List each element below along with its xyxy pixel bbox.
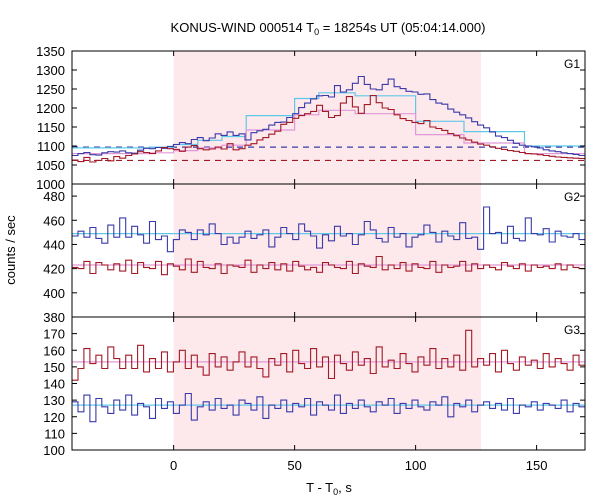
y-tick-label: 120 [43,410,65,425]
panel-label: G1 [564,57,580,71]
y-tick-label: 1150 [37,120,65,135]
series-line-b [72,329,585,381]
y-tick-label: 460 [43,213,65,228]
y-tick-label: 1300 [36,63,65,78]
y-tick-label: 1250 [36,82,65,97]
model-line-b [72,109,585,155]
panel-label: G2 [564,190,580,204]
y-axis-label: counts / sec [3,215,18,285]
y-tick-label: 440 [43,237,65,252]
panel-g1: 1000 1050 1100 1150 1200 1250 1300 1350 G1 [36,44,586,192]
y-tick-label: 1000 [36,177,65,192]
y-tick-label: 1100 [37,139,65,154]
series-line-b [72,94,585,163]
panel-clip-group [72,206,585,276]
panel-clip-group [72,329,585,423]
series-line-a [72,392,585,423]
y-tick-label: 380 [43,310,65,325]
panel-clip-group [72,75,585,163]
series-line-a [72,206,585,253]
highlight-band [173,317,481,450]
x-tick-label: 50 [287,458,301,473]
y-tick-label: 110 [44,426,65,441]
x-axis-label: T - T0, s [306,480,352,497]
panel-label: G3 [564,323,580,337]
y-tick-label: 400 [43,286,65,301]
y-tick-label: 170 [43,327,65,342]
chart-title: KONUS-WIND 000514 T0 = 18254s UT (05:04:… [171,20,486,37]
y-tick-label: 480 [43,189,65,204]
y-tick-label: 100 [43,443,65,458]
highlight-band [173,184,481,317]
y-tick-label: 1200 [36,101,65,116]
y-tick-label: 130 [43,393,65,408]
y-tick-label: 1050 [36,158,65,173]
y-tick-label: 420 [43,262,65,277]
x-tick-label: 0 [170,458,177,473]
plot-area: 10001050110011501200125013001350G1380400… [36,44,586,473]
highlight-band [173,51,481,184]
x-tick-label: 150 [526,458,548,473]
panel-g2: 380 400 420 440 460 480 G2 [43,183,586,325]
x-tick-label: 100 [405,458,427,473]
y-tick-label: 140 [43,377,65,392]
series-line-b [72,255,585,276]
y-tick-label: 150 [43,360,65,375]
y-tick-label: 160 [43,343,65,358]
y-tick-label: 1350 [36,44,65,59]
series-line-a [72,75,585,157]
